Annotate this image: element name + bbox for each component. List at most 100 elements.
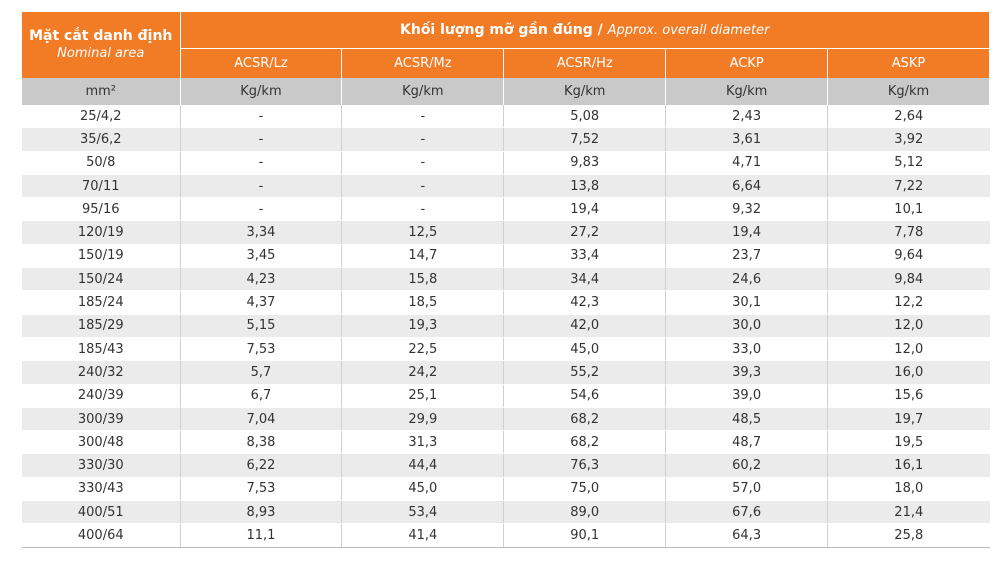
cell: 23,7 [665,244,829,269]
cell: 16,0 [827,360,990,385]
cell: 15,6 [827,384,990,408]
cell: 22,5 [341,337,505,362]
cell: 7,78 [827,220,990,245]
area-subtitle: Nominal area [57,46,145,61]
cell: 18,5 [341,290,505,315]
cell: 34,4 [503,267,667,292]
cell: 300/48 [22,430,181,455]
cell: 12,2 [827,290,990,315]
data-row: 35/6,2- -7,52 3,61 3,92 [22,127,990,152]
group-title: Khối lượng mỡ gần đúng / [400,22,603,38]
cell: 25/4,2 [22,105,181,129]
data-row: 400/51 8,93 53,4 89,0 67,6 21,4 [22,500,990,525]
table-wrap: Mặt cắt danh định Nominal area Khối lượn… [22,12,990,548]
data-row: 300/48 8,38 31,3 68,2 48,7 19,5 [22,430,990,455]
cell: 25,1 [341,384,505,408]
cell: 3,61 [665,127,829,152]
cell: 67,6 [665,500,829,525]
cell: - [180,127,343,152]
cell: 68,2 [503,407,667,432]
group-header: Khối lượng mỡ gần đúng / Approx. overall… [180,12,990,49]
cell: - [341,174,505,199]
cell: 54,6 [503,384,667,408]
cell: 8,93 [180,500,343,525]
cell: 3,45 [180,244,343,269]
cell: 5,12 [827,151,990,175]
header-row: Mặt cắt danh định Nominal area Khối lượn… [22,12,990,78]
cell: 400/64 [22,523,181,548]
cell: 24,6 [665,267,829,292]
cell: 45,0 [503,337,667,362]
group-subtitle: Approx. overall diameter [607,23,770,38]
column-header: ACSR/Mz [341,48,505,78]
cell: 10,1 [827,197,990,222]
cell: 30,1 [665,290,829,315]
cell: 33,0 [665,337,829,362]
cell: 29,9 [341,407,505,432]
cell: 31,3 [341,430,505,455]
cell: 185/43 [22,337,181,362]
cell: - [341,127,505,152]
area-title: Mặt cắt danh định [29,28,173,44]
units-row: mm² Kg/km Kg/km Kg/km Kg/km Kg/km [22,78,990,105]
cell: 45,0 [341,477,505,502]
cell: 4,23 [180,267,343,292]
data-row: 185/24 4,37 18,5 42,3 30,1 12,2 [22,290,990,315]
data-row: 400/64 11,1 41,4 90,1 64,3 25,8 [22,523,990,548]
cell: 12,0 [827,314,990,338]
cell: - [341,197,505,222]
cell: 27,2 [503,220,667,245]
cell: 19,5 [827,430,990,455]
cell: 42,3 [503,290,667,315]
unit-cell: Kg/km [341,78,505,105]
data-row: 120/19 3,34 12,5 27,2 19,4 7,78 [22,220,990,245]
cell: 35/6,2 [22,127,181,152]
cell: 4,71 [665,151,829,175]
cell: 11,1 [180,523,343,548]
cell: 120/19 [22,220,181,245]
cell: 240/39 [22,384,181,408]
cell: 400/51 [22,500,181,525]
data-row: 300/39 7,04 29,9 68,2 48,5 19,7 [22,407,990,432]
cell: 12,5 [341,220,505,245]
cell: 7,53 [180,477,343,502]
cell: 53,4 [341,500,505,525]
cell: 95/16 [22,197,181,222]
cell: 3,92 [827,127,990,152]
cell: 42,0 [503,314,667,338]
cell: 75,0 [503,477,667,502]
cell: 9,64 [827,244,990,269]
cell: 24,2 [341,360,505,385]
cell: 185/29 [22,314,181,338]
data-row: 240/32 5,7 24,2 55,2 39,3 16,0 [22,360,990,385]
cell: 15,8 [341,267,505,292]
cell: 48,7 [665,430,829,455]
cell: 240/32 [22,360,181,385]
cell: - [341,105,505,129]
cell: 7,52 [503,127,667,152]
data-row: 185/29 5,15 19,3 42,0 30,0 12,0 [22,314,990,338]
cell: 16,1 [827,453,990,478]
column-header: ACSR/Lz [180,48,343,78]
cell: - [180,105,343,129]
cell: 21,4 [827,500,990,525]
unit-cell: Kg/km [827,78,990,105]
data-row: 70/11- -13,8 6,64 7,22 [22,174,990,199]
cell: 7,53 [180,337,343,362]
cell: 39,3 [665,360,829,385]
cell: 30,0 [665,314,829,338]
column-header: ACSR/Hz [503,48,667,78]
table-head: Mặt cắt danh định Nominal area Khối lượn… [22,12,990,78]
cell: 6,22 [180,453,343,478]
data-row: 330/30 6,22 44,4 76,3 60,2 16,1 [22,453,990,478]
data-row: 150/19 3,45 14,7 33,4 23,7 9,64 [22,244,990,269]
cell: 6,64 [665,174,829,199]
unit-cell: Kg/km [665,78,829,105]
cell: 150/24 [22,267,181,292]
cell: 9,83 [503,151,667,175]
unit-cell: Kg/km [180,78,343,105]
cell: 7,04 [180,407,343,432]
data-row: 25/4,2- -5,08 2,43 2,64 [22,105,990,129]
cell: 39,0 [665,384,829,408]
